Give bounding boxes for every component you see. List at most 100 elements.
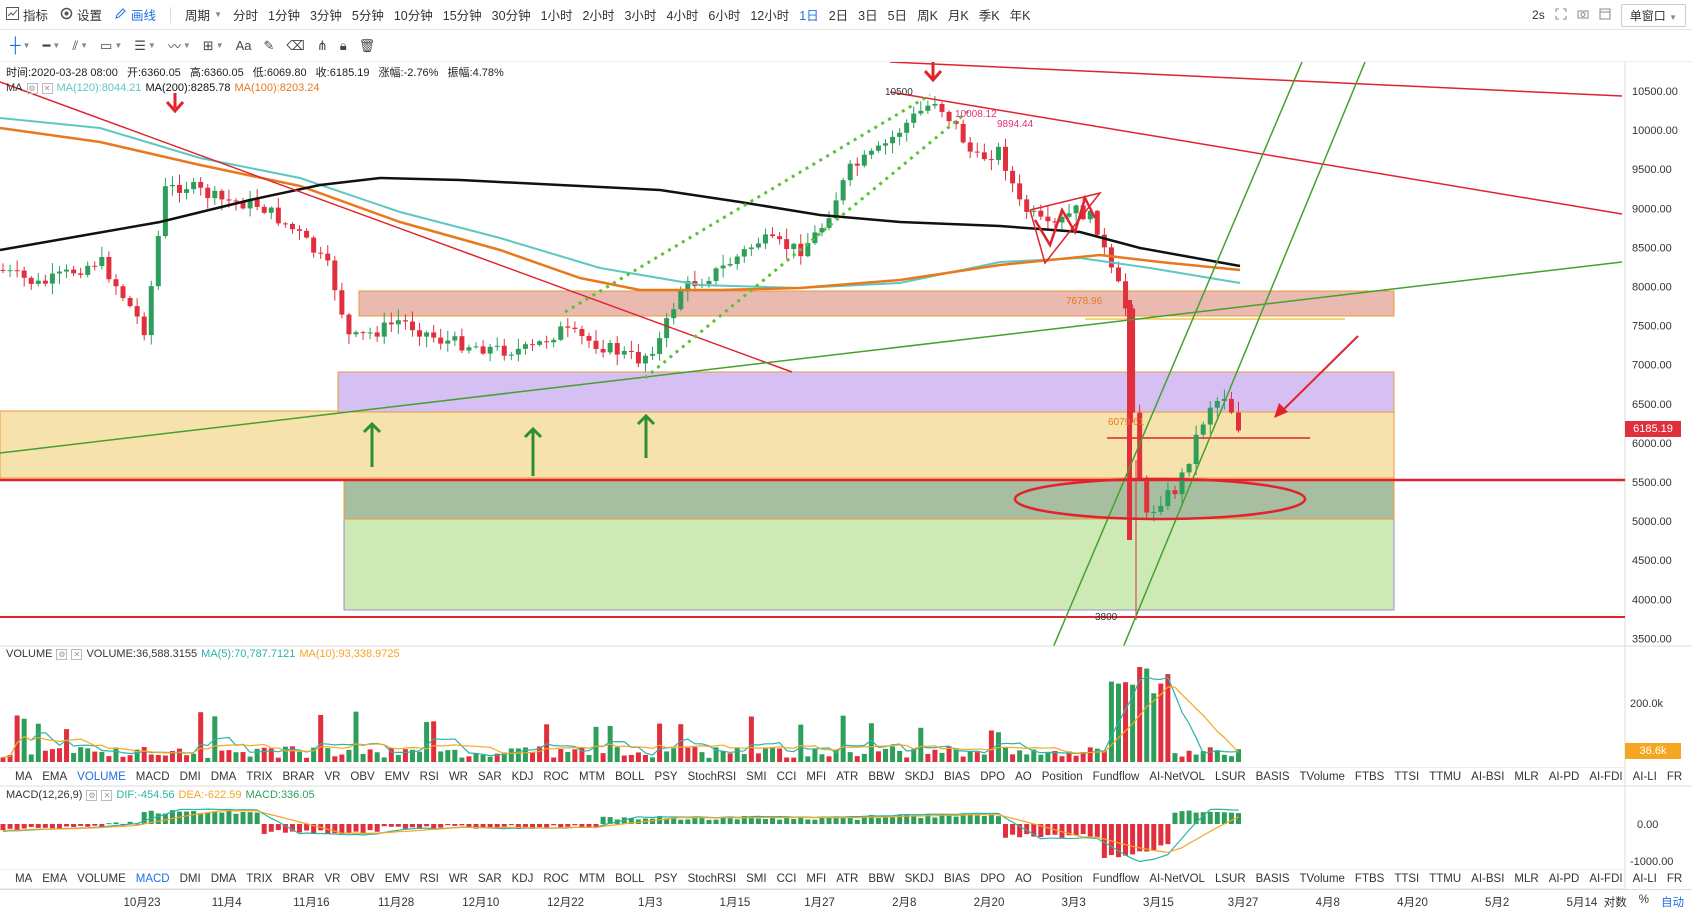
indicator-tab[interactable]: CCI [776, 771, 797, 783]
crosshair-tool[interactable]: ┼ ▼ [10, 37, 31, 54]
indicator-tab[interactable]: VR [324, 873, 341, 885]
indicator-tab[interactable]: TTMU [1429, 771, 1462, 783]
indicator-tab[interactable]: AI-NetVOL [1149, 771, 1205, 783]
indicator-tab[interactable]: FTBS [1354, 873, 1385, 885]
period-option[interactable]: 3小时 [624, 9, 657, 23]
settings-icon[interactable]: ⚙ [26, 82, 38, 94]
settings-button[interactable]: 设置 [54, 0, 108, 30]
lock-tool[interactable]: 🔒︎ [340, 38, 347, 54]
period-option[interactable]: 3分钟 [309, 9, 342, 23]
indicator-tab[interactable]: MTM [578, 873, 606, 885]
indicator-tab[interactable]: MLR [1514, 771, 1539, 783]
indicator-tab[interactable]: WR [448, 771, 468, 783]
fullscreen-icon[interactable] [1555, 8, 1567, 23]
trend-tool[interactable]: ⫽ ▼ [72, 38, 88, 54]
indicator-tab[interactable]: BRAR [282, 771, 315, 783]
indicator-tab[interactable]: DPO [980, 771, 1006, 783]
period-option[interactable]: 12小时 [750, 9, 790, 23]
indicator-tab[interactable]: ATR [836, 771, 859, 783]
period-option[interactable]: 分时 [232, 9, 258, 23]
eraser-tool[interactable]: ⌫ [286, 38, 304, 54]
indicator-tab[interactable]: AI-PD [1548, 771, 1580, 783]
period-option[interactable]: 5日 [887, 9, 908, 23]
indicator-tab[interactable]: SMI [746, 771, 767, 783]
indicator-tab[interactable]: AI-BST [1687, 771, 1692, 783]
indicator-tab[interactable]: DMA [210, 873, 237, 885]
indicator-tab[interactable]: StochRSI [687, 873, 737, 885]
indicator-tab[interactable]: TVolume [1299, 771, 1345, 783]
period-option[interactable]: 月K [947, 9, 969, 23]
screenshot-icon[interactable] [1577, 8, 1589, 23]
close-icon[interactable]: ✕ [41, 82, 53, 94]
indicator-tab[interactable]: Fundflow [1092, 873, 1140, 885]
indicator-tab[interactable]: VOLUME [77, 873, 126, 885]
price-axis[interactable]: 10500.00 10000.00 9500.00 9000.00 8500.00 800… [1632, 86, 1678, 645]
indicator-tab[interactable]: BRAR [282, 873, 315, 885]
indicator-tab[interactable]: AI-LI [1632, 771, 1657, 783]
period-option[interactable]: 5分钟 [351, 9, 384, 23]
indicator-tab[interactable]: EMA [42, 771, 68, 783]
indicator-tab[interactable]: WR [448, 873, 468, 885]
close-icon[interactable]: ✕ [101, 789, 113, 801]
indicator-tab[interactable]: MACD [135, 873, 170, 885]
period-option[interactable]: 2小时 [582, 9, 615, 23]
indicator-tab[interactable]: TRIX [246, 873, 273, 885]
period-option[interactable]: 季K [978, 9, 1000, 23]
period-option[interactable]: 年K [1009, 9, 1031, 23]
measure-tool[interactable]: ⊞ ▼ [203, 38, 224, 54]
indicator-tab[interactable]: TRIX [246, 771, 273, 783]
indicator-tab[interactable]: SKDJ [904, 771, 934, 783]
indicator-tab[interactable]: KDJ [511, 771, 534, 783]
indicator-tab[interactable]: BOLL [615, 771, 645, 783]
indicator-tab[interactable]: EMV [384, 771, 410, 783]
indicator-tab[interactable]: RSI [419, 771, 439, 783]
indicators-button[interactable]: 指标 [0, 0, 54, 30]
period-option[interactable]: 10分钟 [393, 9, 433, 23]
period-option[interactable]: 30分钟 [491, 9, 531, 23]
period-option[interactable]: 1小时 [540, 9, 573, 23]
period-option[interactable]: 4小时 [666, 9, 699, 23]
indicator-tab[interactable]: BBW [868, 873, 895, 885]
indicator-tab[interactable]: Position [1041, 771, 1083, 783]
period-option[interactable]: 1日 [799, 9, 819, 23]
indicator-tab[interactable]: EMA [42, 873, 68, 885]
indicator-tab[interactable]: OBV [350, 873, 375, 885]
indicator-tab[interactable]: DMI [179, 771, 201, 783]
indicator-tab[interactable]: BBW [868, 771, 895, 783]
period-option[interactable]: 1分钟 [268, 9, 300, 23]
period-option[interactable]: 6小时 [708, 9, 741, 23]
indicator-tab[interactable]: VOLUME [77, 771, 126, 783]
period-option[interactable]: 2日 [828, 9, 849, 23]
indicator-tab[interactable]: AO [1015, 771, 1032, 783]
indicator-tab[interactable]: DMA [210, 771, 237, 783]
indicator-tab[interactable]: PSY [654, 873, 678, 885]
percent-scale-toggle[interactable]: % [1638, 894, 1649, 906]
indicator-tab[interactable]: LSUR [1214, 873, 1246, 885]
indicator-tab[interactable]: MLR [1514, 873, 1539, 885]
indicator-tab[interactable]: ATR [836, 873, 859, 885]
indicator-tab[interactable]: KDJ [511, 873, 534, 885]
indicator-tab[interactable]: PSY [654, 771, 678, 783]
time-axis[interactable]: 对数 % 自动 10月23 11月4 11月16 11月28 12月10 12月22 1月3… [0, 889, 1692, 912]
period-option[interactable]: 周K [917, 9, 938, 23]
indicator-tab[interactable]: TTMU [1429, 873, 1462, 885]
indicator-tab[interactable]: Position [1041, 873, 1083, 885]
indicator-tab[interactable]: VR [324, 771, 341, 783]
indicator-tab[interactable]: Fundflow [1092, 771, 1140, 783]
indicator-tab[interactable]: CCI [776, 873, 797, 885]
close-icon[interactable]: ✕ [71, 648, 83, 660]
period-option[interactable]: 15分钟 [442, 9, 482, 23]
indicator-tab[interactable]: AI-PD [1548, 873, 1580, 885]
indicator-tab[interactable]: AI-LI [1632, 873, 1657, 885]
indicator-tab[interactable]: TVolume [1299, 873, 1345, 885]
indicator-tab[interactable]: BIAS [943, 873, 971, 885]
indicator-tab[interactable]: FR [1666, 771, 1683, 783]
indicator-tab[interactable]: AO [1015, 873, 1032, 885]
indicator-tab[interactable]: BASIS [1255, 873, 1290, 885]
draw-button[interactable]: 画线 [108, 0, 162, 30]
log-scale-toggle[interactable]: 对数 [1603, 897, 1627, 909]
indicator-tab[interactable]: SAR [477, 873, 502, 885]
indicator-tab[interactable]: BIAS [943, 771, 971, 783]
indicator-tab[interactable]: MACD [135, 771, 170, 783]
